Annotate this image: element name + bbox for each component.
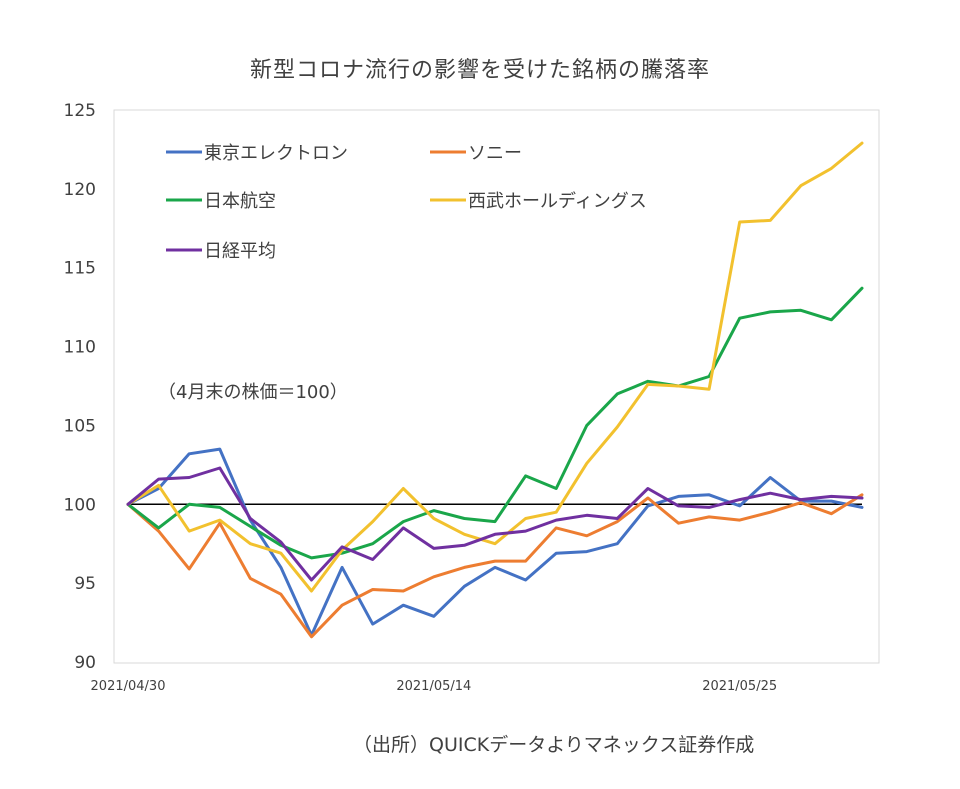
y-tick-label: 115: [64, 259, 96, 279]
series-line-3: [126, 141, 864, 593]
legend-label: 東京エレクトロン: [204, 143, 348, 164]
y-tick-label: 95: [74, 574, 96, 594]
x-tick-label: 2021/05/25: [702, 679, 777, 694]
legend-label: 日経平均: [204, 241, 276, 262]
plot-area-border: [113, 109, 880, 664]
series-line-1: [126, 493, 864, 639]
legend-label: ソニー: [468, 143, 522, 164]
x-tick-label: 2021/04/30: [91, 679, 166, 694]
series-line-4: [126, 466, 864, 582]
base-annotation: （4月末の株価＝100）: [158, 382, 348, 403]
series-lines: [126, 141, 864, 639]
y-tick-label: 120: [64, 180, 96, 200]
y-tick-label: 100: [64, 495, 96, 515]
y-tick-label: 110: [64, 338, 96, 358]
y-tick-label: 105: [64, 416, 96, 436]
source-note: （出所）QUICKデータよりマネックス証券作成: [353, 734, 755, 756]
legend-label: 日本航空: [204, 191, 276, 212]
y-tick-label: 90: [74, 653, 96, 673]
y-axis-ticks: 90 95 100 105 110 115 120 125: [64, 101, 96, 673]
chart-title: 新型コロナ流行の影響を受けた銘柄の騰落率: [249, 58, 710, 83]
x-tick-label: 2021/05/14: [396, 679, 471, 694]
series-line-2: [126, 286, 864, 560]
legend-label: 西武ホールディングス: [468, 191, 647, 212]
y-tick-label: 125: [64, 101, 96, 121]
